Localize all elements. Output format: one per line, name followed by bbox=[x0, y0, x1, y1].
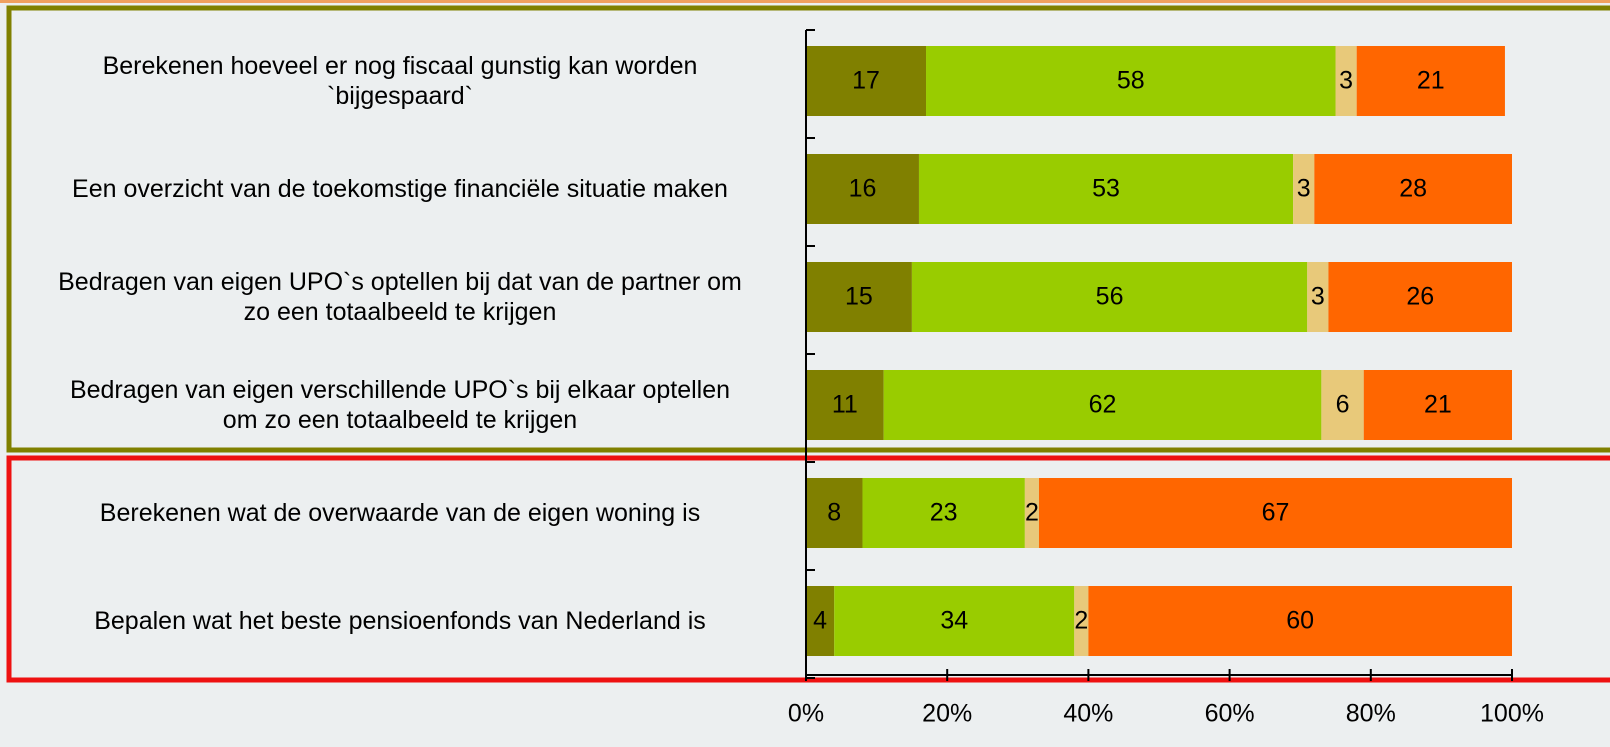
bar-segment bbox=[1321, 370, 1364, 440]
value-label: 11 bbox=[832, 391, 858, 419]
bar-segment bbox=[1088, 586, 1512, 656]
x-tick-label: 0% bbox=[788, 700, 824, 728]
group-box bbox=[6, 455, 1610, 683]
bar-segment bbox=[1363, 370, 1512, 440]
bar-segment bbox=[1074, 586, 1089, 656]
bar-segment bbox=[806, 478, 863, 548]
value-label: 21 bbox=[1424, 391, 1452, 419]
value-label: 26 bbox=[1406, 283, 1434, 311]
bar-segment bbox=[834, 586, 1075, 656]
value-label: 4 bbox=[813, 607, 827, 635]
group-box bbox=[6, 5, 1610, 453]
bar-segment bbox=[883, 370, 1322, 440]
value-label: 16 bbox=[849, 175, 877, 203]
bar-segment bbox=[806, 586, 835, 656]
bar-segment bbox=[918, 154, 1294, 224]
x-tick-label: 80% bbox=[1346, 700, 1396, 728]
value-label: 2 bbox=[1074, 607, 1088, 635]
category-label: Berekenen wat de overwaarde van de eigen… bbox=[99, 499, 701, 527]
value-label: 2 bbox=[1025, 499, 1039, 527]
bar-segment bbox=[1335, 46, 1357, 116]
bar-segment bbox=[1307, 262, 1329, 332]
x-tick-label: 20% bbox=[922, 700, 972, 728]
value-label: 6 bbox=[1336, 391, 1350, 419]
bar-segment bbox=[1038, 478, 1512, 548]
value-label: 3 bbox=[1339, 67, 1353, 95]
value-label: 67 bbox=[1262, 499, 1290, 527]
value-label: 21 bbox=[1417, 67, 1445, 95]
bar-segment bbox=[911, 262, 1308, 332]
value-label: 62 bbox=[1089, 391, 1117, 419]
bar-segment bbox=[1024, 478, 1039, 548]
bar-segment bbox=[806, 46, 927, 116]
category-label: Bepalen wat het beste pensioenfonds van … bbox=[94, 607, 706, 635]
value-label: 3 bbox=[1297, 175, 1311, 203]
category-label: Bedragen van eigen verschillende UPO`s b… bbox=[69, 376, 731, 434]
bar-segment bbox=[1356, 46, 1505, 116]
category-label: Een overzicht van de toekomstige financi… bbox=[72, 175, 728, 203]
top-line bbox=[0, 0, 1610, 3]
value-label: 3 bbox=[1311, 283, 1325, 311]
value-label: 8 bbox=[827, 499, 841, 527]
x-tick-label: 100% bbox=[1480, 700, 1544, 728]
value-label: 34 bbox=[940, 607, 968, 635]
bar-segment bbox=[862, 478, 1025, 548]
bar-segment bbox=[1314, 154, 1512, 224]
value-label: 53 bbox=[1092, 175, 1120, 203]
bar-segment bbox=[1293, 154, 1315, 224]
category-label: Berekenen hoeveel er nog fiscaal gunstig… bbox=[102, 52, 698, 110]
value-label: 23 bbox=[930, 499, 958, 527]
value-label: 15 bbox=[845, 283, 873, 311]
value-label: 56 bbox=[1096, 283, 1124, 311]
value-label: 28 bbox=[1399, 175, 1427, 203]
category-label: Bedragen van eigen UPO`s optellen bij da… bbox=[58, 268, 742, 326]
bar-segment bbox=[806, 154, 919, 224]
value-label: 17 bbox=[852, 67, 880, 95]
bar-segment bbox=[1328, 262, 1512, 332]
bar-segment bbox=[926, 46, 1336, 116]
value-label: 60 bbox=[1286, 607, 1314, 635]
bar-segment bbox=[806, 370, 884, 440]
value-label: 58 bbox=[1117, 67, 1145, 95]
x-tick-label: 40% bbox=[1063, 700, 1113, 728]
bar-segment bbox=[806, 262, 912, 332]
x-tick-label: 60% bbox=[1205, 700, 1255, 728]
